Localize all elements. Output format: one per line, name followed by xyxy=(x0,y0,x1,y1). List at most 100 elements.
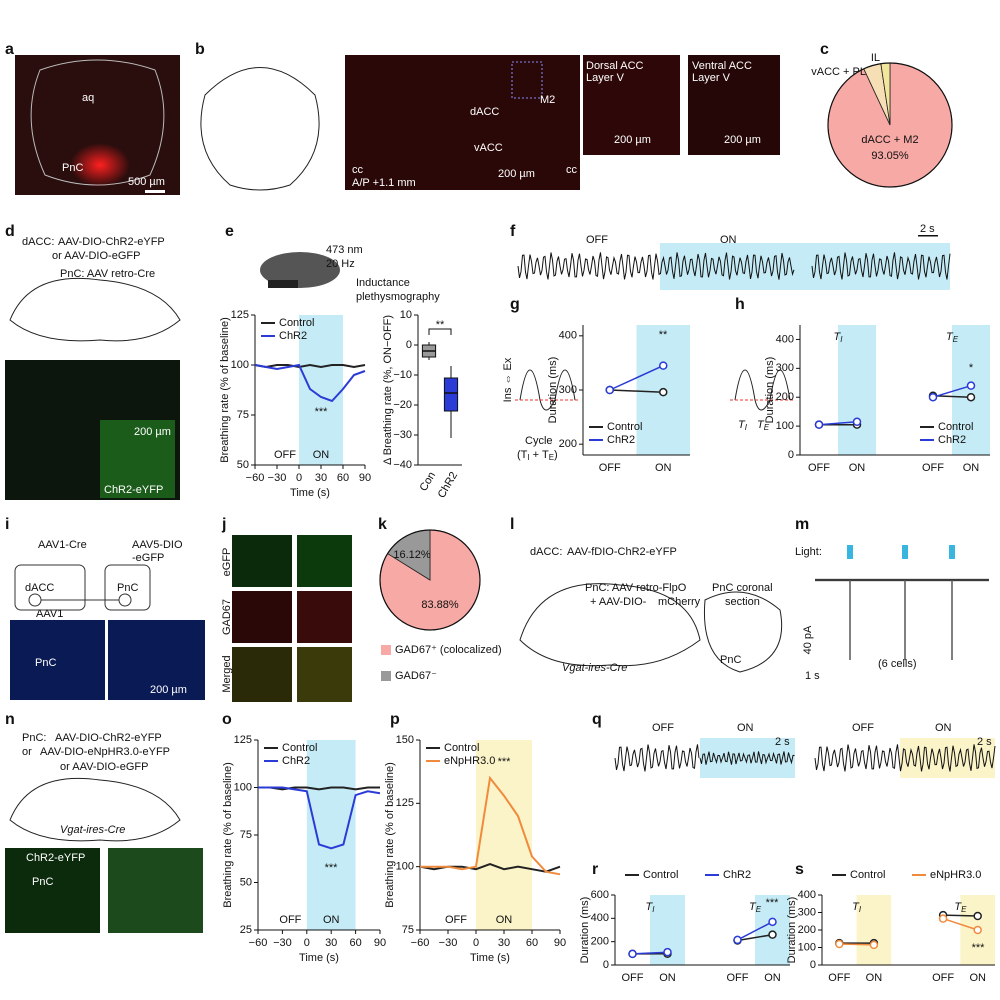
significance: *** xyxy=(498,756,512,768)
x-tick-label: 0 xyxy=(473,937,479,949)
label: 2 s xyxy=(920,223,935,235)
ti-label: TI xyxy=(738,419,748,432)
part: T xyxy=(757,419,765,431)
image xyxy=(10,620,105,700)
label: plethysmography xyxy=(356,291,440,303)
y-tick-label: −30 xyxy=(393,429,412,441)
y-axis-label: Δ Breathing rate (%, ON−OFF) xyxy=(382,315,394,465)
series-line xyxy=(258,786,380,791)
light-pulse xyxy=(902,545,908,559)
label: section xyxy=(725,596,760,608)
point xyxy=(835,939,844,949)
label: Cycle xyxy=(525,435,553,447)
label: mCherry xyxy=(658,596,701,608)
chamber xyxy=(268,280,298,288)
highlight xyxy=(306,740,356,930)
highlight xyxy=(755,895,790,965)
image xyxy=(232,591,292,643)
label: AAV1-Cre xyxy=(38,539,87,551)
group-label: TI xyxy=(646,901,656,914)
y-tick-label: 125 xyxy=(396,797,414,809)
legend-label: ChR2 xyxy=(723,869,751,881)
panel-label: p xyxy=(390,711,400,728)
legend-label: GAD67⁺ (colocalized) xyxy=(395,644,502,656)
label: AAV-DIO-ChR2-eYFP xyxy=(55,732,162,744)
cell xyxy=(28,593,42,607)
x-tick-label: 60 xyxy=(337,472,349,484)
x-tick-label: 0 xyxy=(296,472,302,484)
y-tick-label: 125 xyxy=(231,309,249,321)
label: Light: xyxy=(795,546,822,558)
x-tick-label: OFF xyxy=(727,972,749,984)
y-tick-label: 300 xyxy=(559,384,577,396)
on-label: ON xyxy=(313,449,330,461)
label: PnC xyxy=(35,657,56,669)
y-tick-label: 125 xyxy=(234,734,252,746)
wave-schematic xyxy=(734,369,791,411)
y-tick-label: 600 xyxy=(591,889,609,901)
label: AAV-fDIO-ChR2-eYFP xyxy=(567,546,677,558)
y-tick-label: 75 xyxy=(237,409,249,421)
x-tick-label: −60 xyxy=(246,472,265,484)
point xyxy=(659,387,668,397)
label: 2 s xyxy=(775,736,790,748)
significance: *** xyxy=(766,897,780,909)
part: E xyxy=(953,335,959,344)
y-tick-label: 0 xyxy=(603,959,609,971)
x-tick-label: −60 xyxy=(249,937,268,949)
label: dACC xyxy=(470,106,499,118)
x-tick-label: ON xyxy=(866,972,883,984)
panel-label: h xyxy=(735,296,745,313)
significance: ** xyxy=(436,319,445,331)
y-tick-label: −20 xyxy=(393,399,412,411)
image xyxy=(108,620,205,700)
y-axis-label: Duration (ms) xyxy=(786,897,798,964)
outline xyxy=(30,59,165,186)
image xyxy=(297,591,352,643)
panel-label: k xyxy=(378,516,387,533)
label: vACC xyxy=(474,142,503,154)
panel-label: r xyxy=(592,861,598,878)
part: + T xyxy=(530,449,549,461)
brain-schematic xyxy=(9,777,181,842)
y-axis-label: Duration (ms) xyxy=(547,357,559,424)
inset-box xyxy=(511,61,543,99)
point xyxy=(663,947,672,957)
label: PnC xyxy=(62,162,83,174)
label: OFF xyxy=(652,722,674,734)
highlight xyxy=(476,740,532,930)
highlight xyxy=(299,315,343,465)
glow xyxy=(70,143,130,187)
label: 200 µm xyxy=(150,684,187,696)
label: Vgat-ires-Cre xyxy=(60,824,125,836)
legend-label: eNpHR3.0 xyxy=(930,869,981,881)
x-tick-label: OFF xyxy=(622,972,644,984)
part: E xyxy=(764,423,770,432)
wave-schematic xyxy=(519,369,576,411)
x-tick-label: ON xyxy=(655,462,672,474)
label: OFF xyxy=(852,722,874,734)
trace xyxy=(614,744,700,772)
point xyxy=(973,925,982,935)
panel-label: e xyxy=(225,223,234,240)
image xyxy=(297,535,352,587)
image xyxy=(232,535,292,587)
x-tick-label: −60 xyxy=(411,937,430,949)
legend-label: eNpHR3.0 xyxy=(444,755,495,767)
cell xyxy=(118,593,132,607)
te-label: TE xyxy=(757,419,770,432)
image-inset xyxy=(100,420,175,498)
image xyxy=(108,848,203,933)
legend-label: Control xyxy=(643,869,678,881)
panel-label: d xyxy=(5,223,15,240)
label: WT xyxy=(82,324,99,336)
part: I xyxy=(859,905,862,914)
panel-label: o xyxy=(222,711,232,728)
label: + AAV-DIO- xyxy=(590,596,647,608)
label: 200 µm xyxy=(134,426,171,438)
part: E xyxy=(756,905,762,914)
panel-label: m xyxy=(795,516,809,533)
y-tick-label: 100 xyxy=(798,941,816,953)
y-tick-label: 25 xyxy=(240,924,252,936)
label: ChR2-eYFP xyxy=(104,484,163,496)
